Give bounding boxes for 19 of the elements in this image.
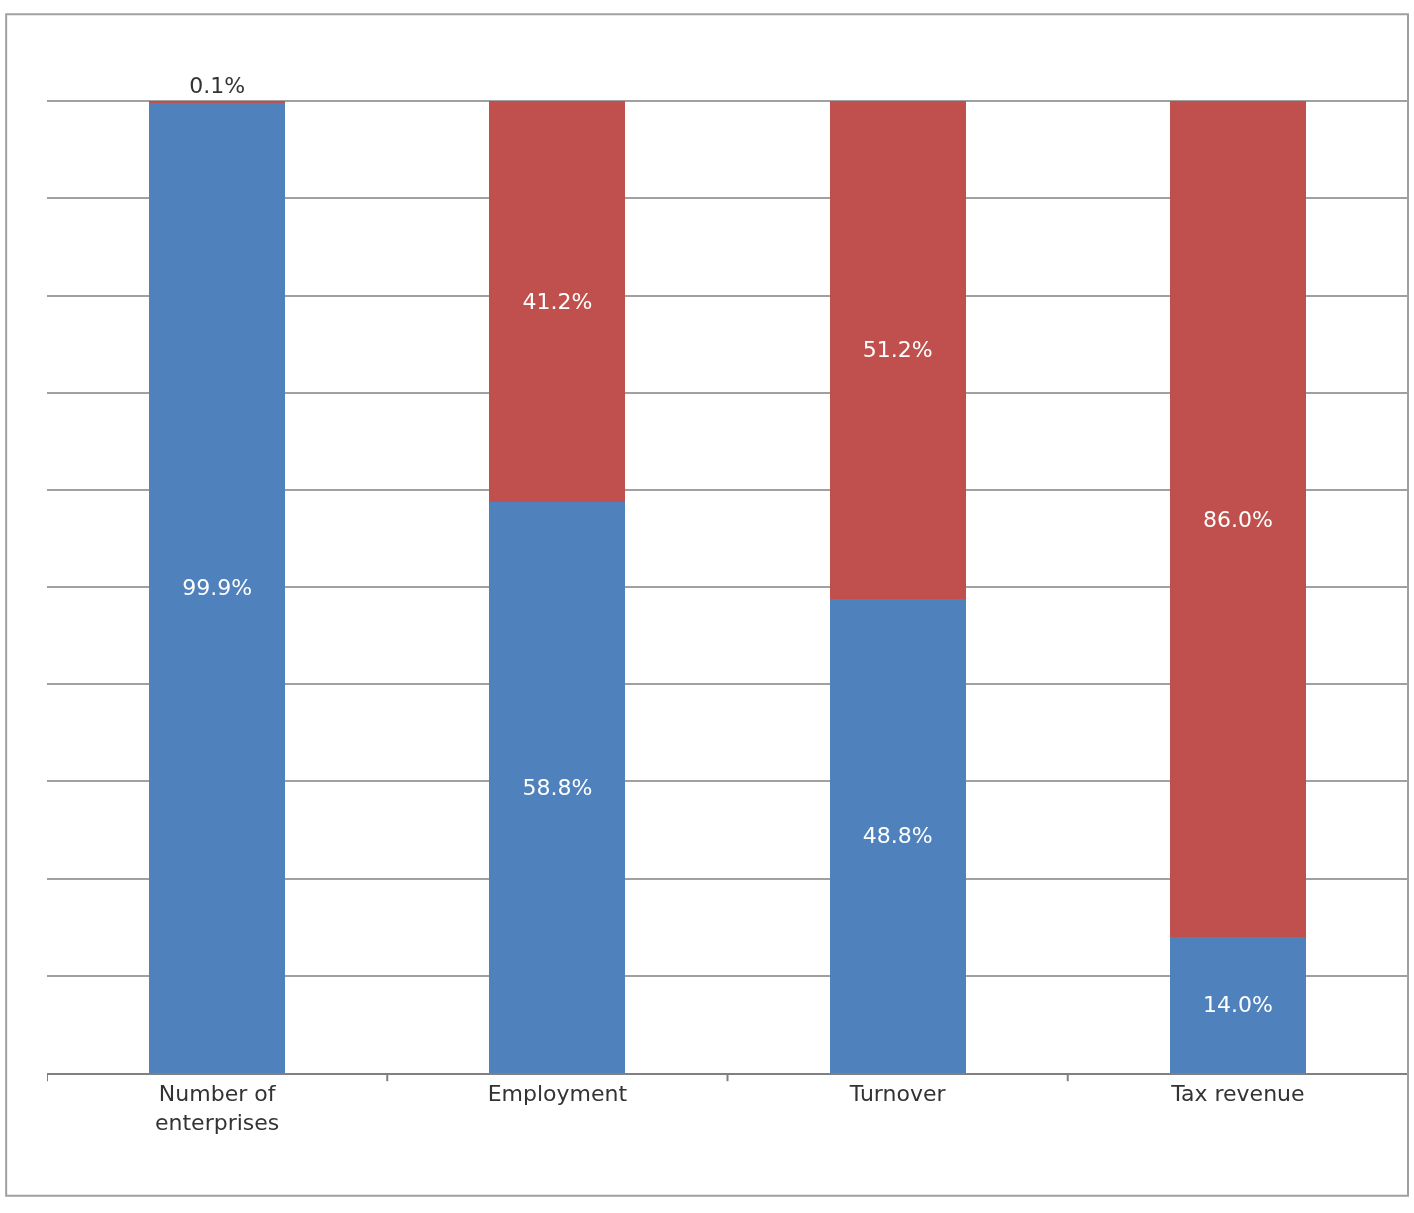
data-label: 58.8%	[522, 774, 593, 800]
x-tick-label: Tax revenue	[1170, 1081, 1305, 1107]
bar	[829, 101, 966, 599]
bar	[1169, 101, 1306, 937]
bar	[829, 598, 966, 1073]
x-tick-label: Turnover	[848, 1081, 947, 1107]
x-tick-label: Employment	[487, 1081, 628, 1107]
x-tick-label: Number of enterprises	[155, 1081, 280, 1135]
bar	[489, 501, 626, 1073]
data-label: 48.8%	[862, 823, 933, 849]
bar	[1169, 936, 1306, 1073]
data-label: 41.2%	[522, 288, 593, 314]
data-label: 51.2%	[862, 337, 933, 363]
data-label: 14.0%	[1202, 992, 1273, 1018]
bar	[149, 102, 286, 1073]
data-label: 99.9%	[182, 575, 253, 601]
bar	[489, 101, 626, 502]
data-label: 0.1%	[189, 73, 246, 98]
data-label: 86.0%	[1202, 506, 1273, 532]
